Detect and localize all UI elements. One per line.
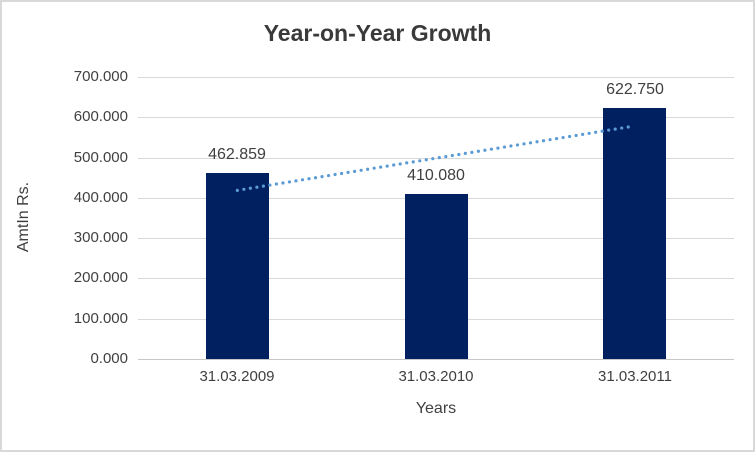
data-label: 410.080	[407, 167, 465, 184]
gridline	[138, 117, 734, 118]
y-tick-label: 100.000	[73, 310, 128, 327]
x-axis-title: Years	[415, 400, 457, 417]
y-tick-label: 700.000	[73, 68, 128, 85]
y-tick-label: 500.000	[73, 149, 128, 166]
bar-31.03.2010	[405, 194, 468, 359]
y-axis-title: AmtIn Rs.	[15, 181, 32, 253]
y-tick-label: 400.000	[73, 189, 128, 206]
x-tick-label: 31.03.2009	[199, 368, 275, 385]
chart-title: Year-on-Year Growth	[263, 20, 492, 46]
data-label: 622.750	[606, 81, 664, 98]
data-label: 462.859	[208, 146, 266, 163]
x-tick-label: 31.03.2010	[398, 368, 474, 385]
x-tick-label: 31.03.2011	[598, 368, 672, 385]
y-tick-label: 0.000	[90, 350, 128, 367]
x-axis-line	[138, 359, 734, 360]
y-tick-label: 300.000	[73, 229, 128, 246]
bar-31.03.2011	[603, 108, 666, 359]
y-tick-label: 200.000	[73, 269, 128, 286]
bar-31.03.2009	[206, 173, 269, 359]
gridline	[138, 77, 734, 78]
y-tick-label: 600.000	[73, 108, 128, 125]
